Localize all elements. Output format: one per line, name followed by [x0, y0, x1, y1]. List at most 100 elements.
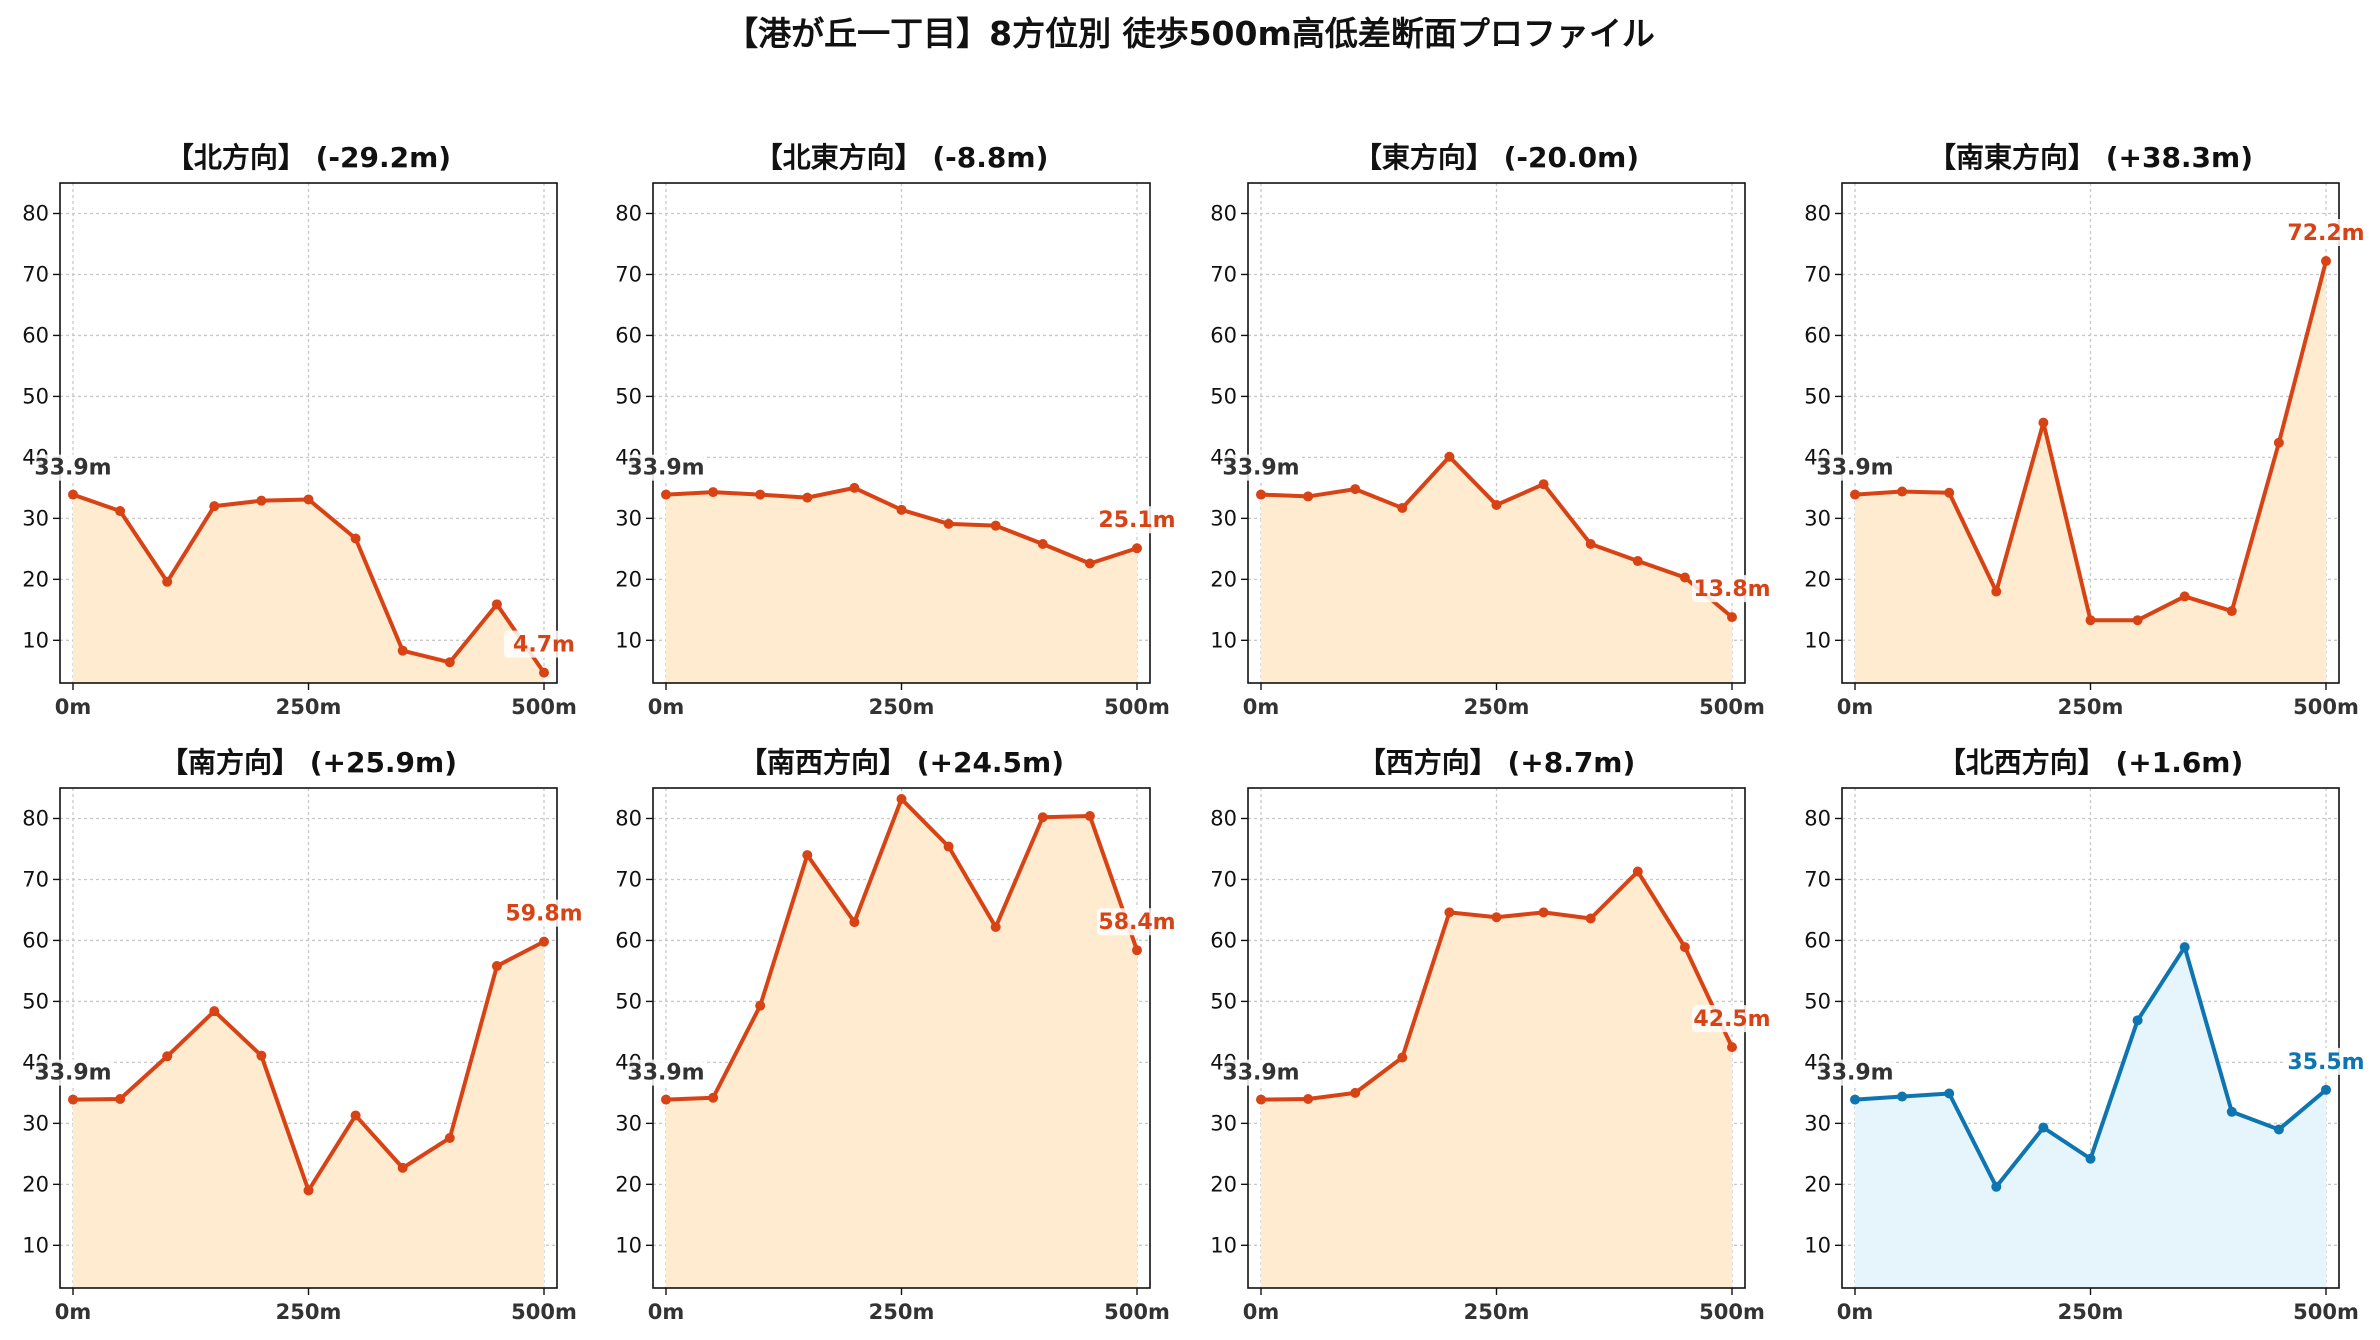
- data-point: [350, 533, 361, 544]
- y-tick-label: 50: [1210, 989, 1237, 1013]
- y-tick-label: 30: [615, 1111, 642, 1135]
- y-tick-label: 10: [615, 1233, 642, 1257]
- data-point: [2132, 1015, 2143, 1026]
- end-label-bg: [1692, 575, 1772, 603]
- direction-panel: 【北東方向】 (-8.8m)10203040506070800m250m500m…: [615, 141, 1177, 719]
- data-point: [990, 922, 1001, 933]
- data-point: [1350, 1087, 1361, 1098]
- y-tick-label: 20: [1210, 1172, 1237, 1196]
- direction-panel: 【南方向】 (+25.9m)10203040506070800m250m500m…: [22, 746, 584, 1324]
- data-point: [802, 492, 813, 503]
- end-label-bg: [2286, 219, 2366, 247]
- end-elevation-label: 58.4m: [1098, 910, 1175, 935]
- data-point: [1132, 543, 1142, 554]
- profile-area-fill: [1855, 261, 2326, 683]
- panel-title: 【東方向】 (-20.0m): [1354, 141, 1639, 174]
- y-tick-label: 80: [1804, 806, 1831, 830]
- x-tick-label: 500m: [1699, 695, 1765, 719]
- direction-panel: 【北西方向】 (+1.6m)10203040506070800m250m500m…: [1804, 746, 2366, 1324]
- data-point: [1991, 1181, 2002, 1192]
- start-label-bg: [1223, 1059, 1299, 1086]
- data-point: [2226, 606, 2237, 617]
- data-point: [1679, 572, 1690, 583]
- data-point: [1538, 479, 1549, 490]
- y-tick-label: 50: [615, 989, 642, 1013]
- data-point: [491, 599, 502, 610]
- x-tick-label: 500m: [1104, 1300, 1170, 1324]
- start-elevation-label: 33.9m: [34, 456, 111, 481]
- data-point: [303, 494, 314, 505]
- y-tick-label: 80: [22, 201, 49, 225]
- start-elevation-label: 33.9m: [627, 456, 704, 481]
- data-point: [1256, 489, 1266, 500]
- direction-panel: 【西方向】 (+8.7m)10203040506070800m250m500m3…: [1210, 746, 1772, 1324]
- data-point: [1037, 538, 1048, 549]
- y-tick-label: 80: [615, 806, 642, 830]
- x-tick-label: 0m: [55, 695, 92, 719]
- start-label-bg: [628, 454, 704, 481]
- y-tick-label: 30: [1804, 506, 1831, 530]
- end-label-bg: [1097, 506, 1177, 534]
- y-tick-label: 70: [22, 262, 49, 286]
- data-point: [896, 793, 907, 804]
- x-tick-label: 250m: [276, 1300, 342, 1324]
- data-point: [491, 961, 502, 972]
- x-tick-label: 0m: [648, 1300, 685, 1324]
- data-point: [990, 520, 1001, 531]
- data-point: [1538, 907, 1549, 918]
- x-tick-label: 500m: [2293, 1300, 2359, 1324]
- data-point: [1850, 1094, 1860, 1105]
- data-point: [2132, 615, 2143, 626]
- direction-panel: 【北方向】 (-29.2m)10203040506070800m250m500m…: [22, 141, 584, 719]
- x-tick-label: 250m: [869, 1300, 935, 1324]
- y-tick-label: 50: [615, 384, 642, 408]
- x-tick-label: 500m: [511, 695, 577, 719]
- start-label-bg: [35, 1059, 111, 1086]
- start-label-bg: [1817, 454, 1893, 481]
- data-point: [115, 506, 126, 517]
- data-point: [755, 489, 766, 500]
- start-label-bg: [1223, 454, 1299, 481]
- y-tick-label: 20: [615, 567, 642, 591]
- start-elevation-label: 33.9m: [34, 1061, 111, 1086]
- data-point: [1084, 558, 1095, 569]
- data-point: [1444, 907, 1455, 918]
- end-elevation-label: 35.5m: [2287, 1050, 2364, 1075]
- y-tick-label: 30: [1210, 1111, 1237, 1135]
- y-tick-label: 30: [22, 506, 49, 530]
- x-tick-label: 500m: [2293, 695, 2359, 719]
- data-point: [115, 1093, 126, 1104]
- data-point: [1444, 451, 1455, 462]
- data-point: [2038, 417, 2049, 428]
- data-point: [444, 657, 455, 668]
- x-tick-label: 250m: [869, 695, 935, 719]
- direction-panel: 【南東方向】 (+38.3m)10203040506070800m250m500…: [1804, 141, 2366, 719]
- y-tick-label: 60: [1210, 928, 1237, 952]
- end-elevation-label: 25.1m: [1098, 508, 1175, 533]
- data-point: [2179, 942, 2190, 953]
- x-tick-label: 500m: [1699, 1300, 1765, 1324]
- y-tick-label: 60: [615, 928, 642, 952]
- start-elevation-label: 33.9m: [1222, 456, 1299, 481]
- panels-grid: 【北方向】 (-29.2m)10203040506070800m250m500m…: [22, 141, 2366, 1324]
- data-point: [209, 1006, 220, 1017]
- data-point: [68, 1094, 78, 1105]
- data-point: [539, 936, 549, 947]
- start-label-bg: [628, 1059, 704, 1086]
- end-elevation-label: 72.2m: [2287, 221, 2364, 246]
- start-elevation-label: 33.9m: [627, 1061, 704, 1086]
- y-tick-label: 20: [22, 567, 49, 591]
- panel-title: 【北東方向】 (-8.8m): [755, 141, 1049, 174]
- data-point: [1897, 1091, 1908, 1102]
- data-point: [849, 482, 860, 493]
- x-tick-label: 0m: [648, 695, 685, 719]
- end-label-bg: [1692, 1005, 1772, 1033]
- data-point: [256, 1050, 267, 1061]
- data-point: [1397, 503, 1408, 513]
- x-tick-label: 250m: [2058, 695, 2124, 719]
- data-point: [661, 489, 671, 500]
- data-point: [1679, 942, 1690, 953]
- y-tick-label: 50: [22, 989, 49, 1013]
- x-tick-label: 0m: [55, 1300, 92, 1324]
- y-tick-label: 80: [1804, 201, 1831, 225]
